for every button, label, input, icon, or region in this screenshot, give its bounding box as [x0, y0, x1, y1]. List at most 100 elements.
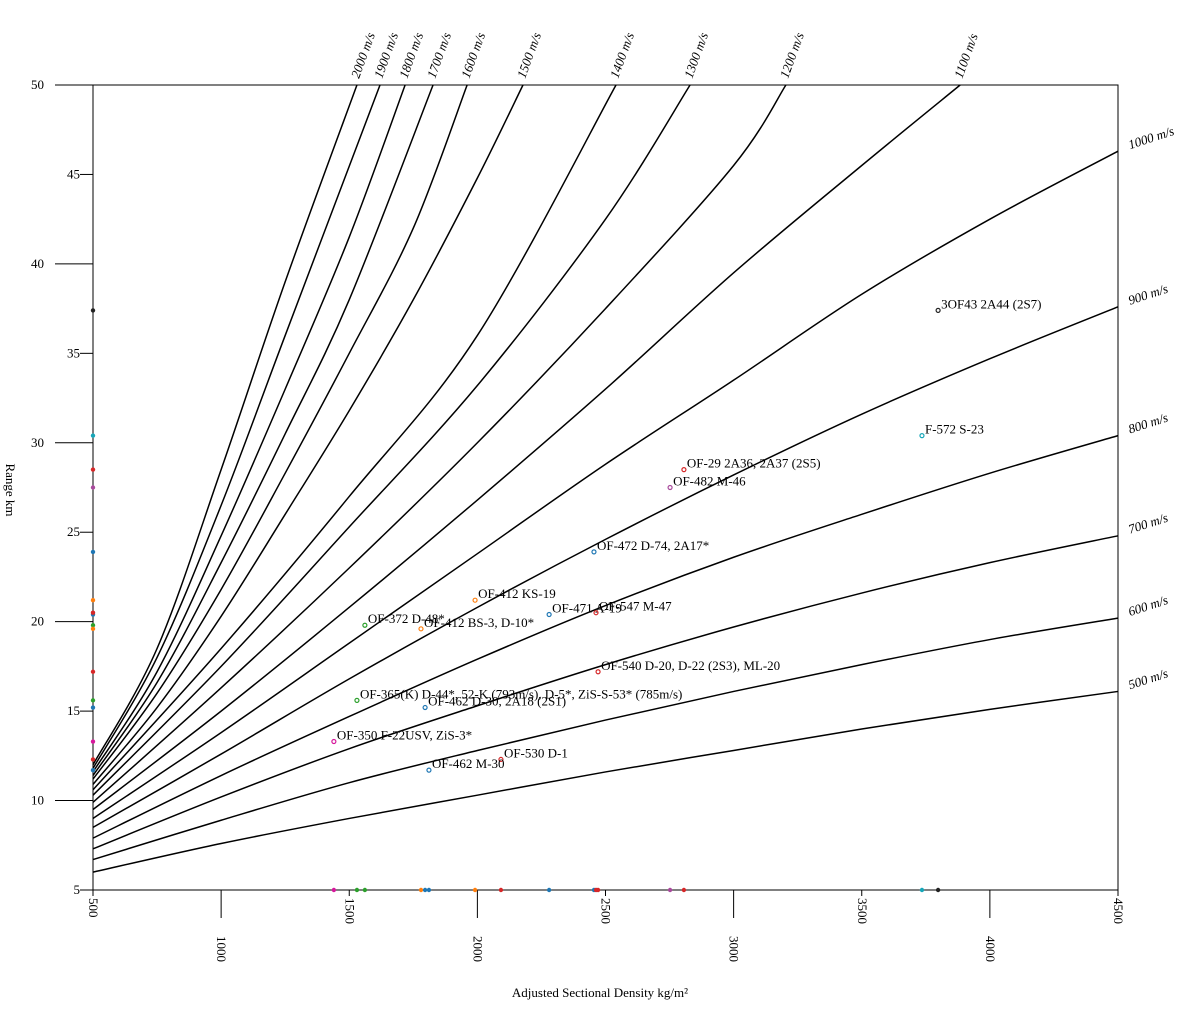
rug-y [90, 549, 96, 555]
projectile-point [472, 597, 478, 603]
velocity-curve [92, 84, 434, 776]
projectile-point [354, 697, 360, 703]
projectile-point [591, 549, 597, 555]
y-tick-label: 30 [31, 435, 44, 450]
x-tick-label: 3500 [855, 898, 870, 924]
y-tick-label: 5 [74, 882, 81, 897]
velocity-curve [92, 84, 617, 791]
curve-label: 1800 m/s [396, 30, 426, 80]
rug-x [472, 887, 478, 893]
velocity-curve [92, 84, 468, 780]
rug-y [90, 485, 96, 490]
projectile-point [595, 669, 601, 675]
curve-label: 800 m/s [1126, 410, 1169, 437]
y-tick-label: 45 [67, 166, 80, 181]
rug-x [362, 887, 368, 893]
projectile-point [362, 622, 368, 628]
rug-x [667, 887, 673, 893]
curve-label: 900 m/s [1126, 281, 1169, 308]
rug-y [90, 626, 96, 632]
rug-x [498, 887, 504, 893]
plot-frame [92, 84, 1119, 891]
point-label: F-572 S-23 [925, 422, 984, 437]
projectile-point [681, 467, 687, 473]
rug-y [90, 433, 96, 438]
curve-label: 1300 m/s [681, 30, 711, 80]
rug-x [422, 887, 428, 893]
y-tick-label: 10 [31, 793, 44, 808]
curve-label: 1100 m/s [951, 31, 981, 80]
velocity-curve [92, 84, 691, 796]
projectile-point [422, 704, 428, 711]
rug-y [90, 598, 96, 603]
y-tick-label: 50 [31, 77, 44, 92]
velocity-curve [92, 84, 787, 803]
velocity-curve [92, 434, 1119, 839]
x-tick-label: 1000 [214, 936, 229, 962]
curve-label: 1200 m/s [777, 30, 807, 80]
point-label: OF-547 M-47 [599, 599, 672, 614]
rug-y [90, 705, 96, 710]
rug-y [90, 623, 96, 628]
projectile-point [498, 756, 504, 763]
point-label: OF-471 A-19 [552, 601, 622, 616]
curve-label: 500 m/s [1126, 665, 1169, 692]
rug-y [90, 767, 96, 773]
projectile-point [418, 626, 424, 632]
curve-label: 600 m/s [1126, 592, 1169, 619]
velocity-curve [92, 150, 1119, 820]
rug-y [90, 467, 96, 472]
point-label: OF-462 D-30, 2A18 (2S1) [428, 694, 566, 709]
y-tick-label: 20 [31, 614, 44, 629]
point-label: OF-482 M-46 [673, 474, 746, 489]
velocity-curve [92, 535, 1119, 850]
point-label: OF-412 KS-19 [478, 586, 556, 601]
rug-y [90, 757, 96, 762]
point-label: OF-412 BS-3, D-10* [424, 615, 534, 630]
point-label: OF-372 D-48* [368, 611, 445, 626]
velocity-curve [92, 617, 1119, 861]
velocity-curve [92, 84, 524, 785]
x-tick-label: 1500 [342, 898, 357, 924]
rug-x [919, 887, 925, 893]
rug-x [546, 887, 552, 893]
rug-y [90, 739, 96, 744]
projectile-point [667, 484, 673, 491]
point-label: OF-462 M-30 [432, 756, 505, 771]
curve-label: 1400 m/s [607, 30, 637, 80]
rug-y [90, 669, 96, 674]
rug-y [90, 308, 96, 313]
rug-x [354, 887, 360, 893]
projectile-point [426, 767, 432, 773]
rug-x [681, 887, 687, 893]
velocity-curve [92, 306, 1119, 829]
point-label: 3OF43 2A44 (2S7) [941, 296, 1041, 311]
projectile-point [331, 738, 337, 745]
y-tick-label: 15 [67, 703, 80, 718]
y-axis-label: Range km [3, 463, 18, 516]
velocity-curve [92, 84, 406, 773]
rug-x [595, 887, 601, 893]
curve-label: 1000 m/s [1126, 123, 1176, 152]
point-label: OF-29 2A36, 2A37 (2S5) [687, 456, 821, 471]
projectile-point [593, 610, 599, 616]
velocity-curve [92, 690, 1119, 873]
projectile-point [935, 307, 941, 313]
x-tick-label: 500 [86, 898, 101, 918]
point-label: OF-472 D-74, 2A17* [597, 538, 709, 553]
point-label: OF-350 F-22USV, ZiS-3* [337, 728, 472, 743]
point-label: OF-530 D-1 [504, 745, 568, 760]
y-tick-label: 35 [67, 345, 80, 360]
rug-x [935, 887, 941, 893]
x-tick-label: 2000 [470, 936, 485, 962]
curve-label: 1500 m/s [514, 30, 544, 80]
curve-label: 1700 m/s [424, 30, 454, 80]
projectile-point [919, 433, 925, 439]
velocity-curve [92, 84, 358, 766]
projectile-point [546, 611, 552, 618]
rug-y [90, 698, 96, 703]
x-tick-label: 2500 [599, 898, 614, 924]
point-label: OF-540 D-20, D-22 (2S3), ML-20 [601, 658, 780, 673]
rug-x [426, 887, 432, 893]
